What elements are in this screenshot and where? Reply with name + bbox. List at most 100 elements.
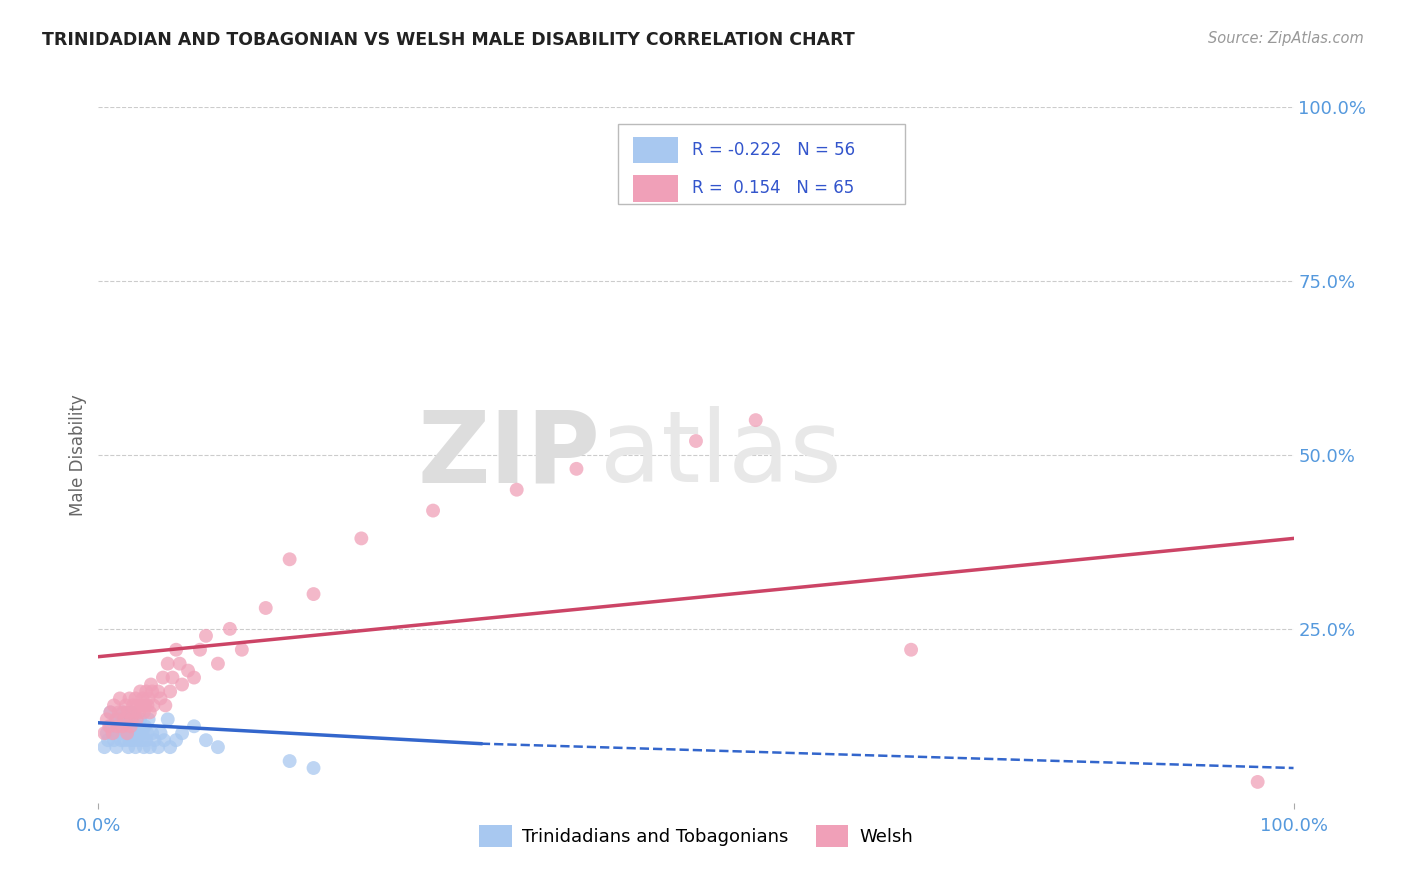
Point [156,712,179,726]
Point [172,726,194,740]
Point [136,698,159,713]
Point [506,483,529,497]
Point [117,726,139,740]
Point [114,712,136,726]
Point [107,719,129,733]
Point [165,733,187,747]
Point [169,657,191,671]
Point [125,733,148,747]
Point [1247,775,1270,789]
Point [422,503,444,517]
Point [132,706,155,720]
Point [108,726,131,740]
Point [105,740,128,755]
Text: atlas: atlas [600,407,842,503]
Point [96,712,118,726]
Text: Source: ZipAtlas.com: Source: ZipAtlas.com [1208,31,1364,46]
Point [183,671,205,685]
Point [98,706,122,720]
Point [131,733,153,747]
Text: R =  0.154   N = 65: R = 0.154 N = 65 [692,179,855,197]
Text: R = -0.222   N = 56: R = -0.222 N = 56 [692,141,855,159]
Point [120,719,142,733]
Point [156,657,179,671]
Point [124,726,146,740]
Point [143,733,166,747]
Point [131,698,153,713]
Point [122,733,145,747]
Point [128,706,150,720]
Point [115,719,138,733]
Point [108,712,131,726]
Point [149,691,172,706]
Point [111,719,134,733]
Point [101,726,124,740]
Point [139,706,162,720]
Point [155,698,177,713]
Point [120,706,142,720]
Point [114,712,136,726]
Point [134,719,156,733]
Point [98,719,121,733]
Point [98,706,122,720]
Point [124,719,146,733]
Point [745,413,768,427]
Point [134,698,156,713]
Point [112,706,135,720]
Point [141,726,163,740]
Point [105,712,128,726]
Point [302,587,325,601]
Point [195,733,218,747]
Point [148,740,170,755]
Point [138,691,160,706]
Point [278,552,301,566]
Point [183,719,205,733]
Point [165,642,187,657]
Point [159,740,181,755]
Point [122,698,145,713]
Point [93,726,115,740]
Point [162,671,184,685]
Point [231,642,253,657]
Point [118,733,141,747]
Point [302,761,325,775]
Point [121,726,143,740]
Legend: Trinidadians and Tobagonians, Welsh: Trinidadians and Tobagonians, Welsh [470,816,922,856]
Point [115,726,138,740]
Point [278,754,301,768]
Y-axis label: Male Disability: Male Disability [69,394,87,516]
Point [120,719,142,733]
Point [110,733,132,747]
Point [195,629,218,643]
Point [207,740,229,755]
Point [107,719,129,733]
Point [128,719,150,733]
Point [219,622,242,636]
Point [97,733,120,747]
Point [108,691,131,706]
Point [118,691,141,706]
Point [153,733,176,747]
Point [685,434,707,448]
Point [141,684,163,698]
Point [98,719,122,733]
Point [135,733,157,747]
Point [172,677,194,691]
Point [121,712,143,726]
Point [107,706,129,720]
Point [142,698,165,713]
Point [124,691,146,706]
Point [900,642,922,657]
Point [117,740,139,755]
Point [565,462,588,476]
Point [131,726,153,740]
Point [127,726,149,740]
Point [159,684,181,698]
Text: ZIP: ZIP [418,407,600,503]
Point [124,740,146,755]
Point [103,733,125,747]
Text: TRINIDADIAN AND TOBAGONIAN VS WELSH MALE DISABILITY CORRELATION CHART: TRINIDADIAN AND TOBAGONIAN VS WELSH MALE… [42,31,855,49]
Point [132,740,155,755]
Point [111,706,134,720]
Point [149,726,172,740]
